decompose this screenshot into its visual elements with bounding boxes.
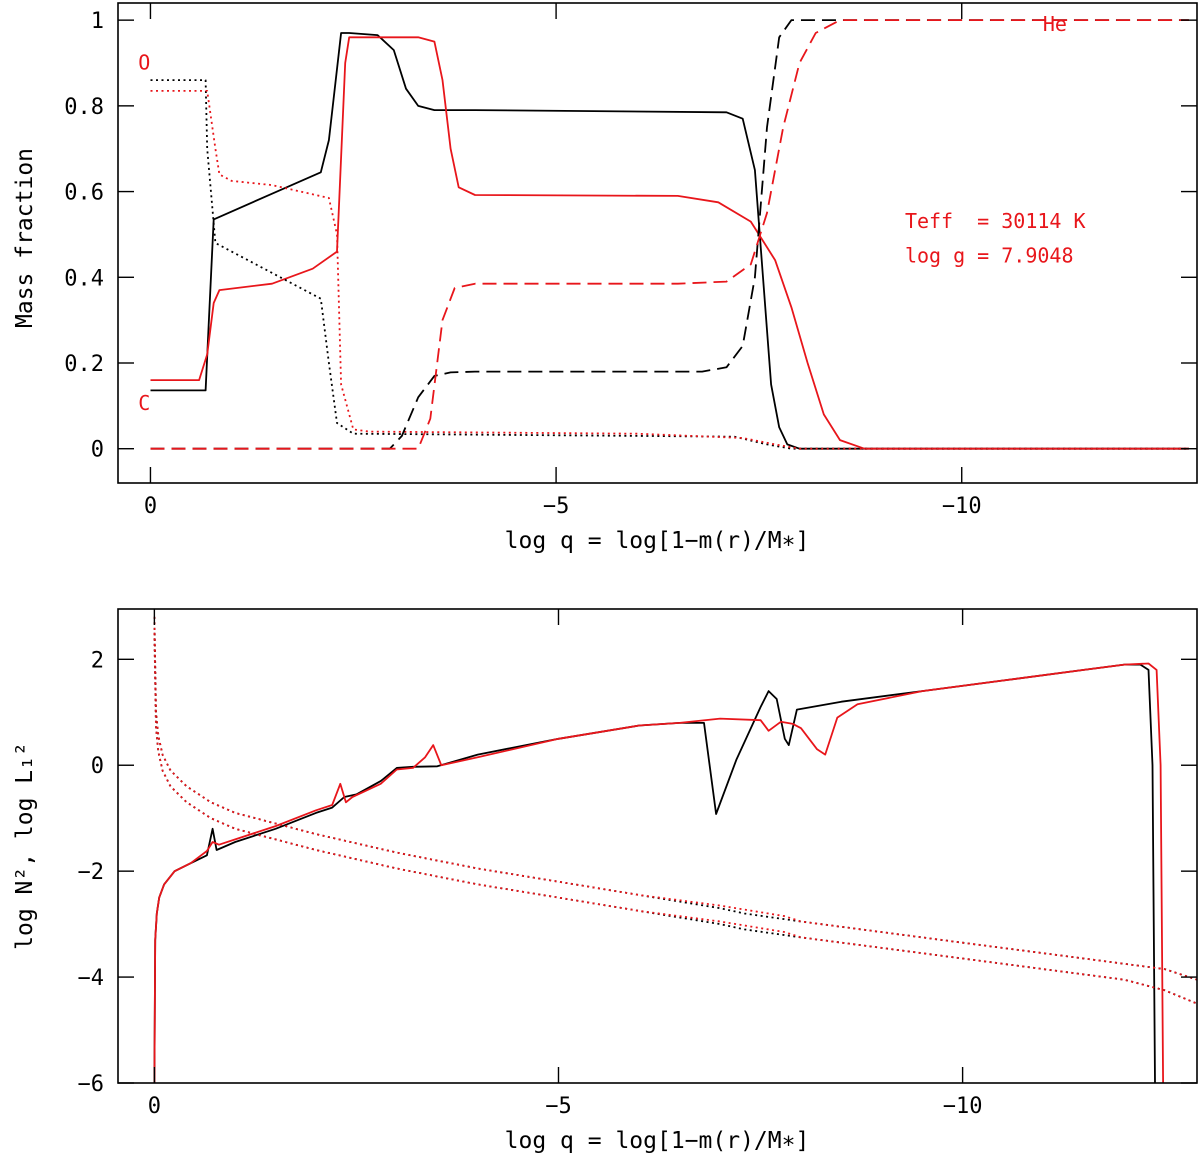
y-tick-label-top-4: 0.8 (64, 95, 104, 120)
y-tick-label-bottom-1: 0 (91, 754, 104, 779)
bottom-x-axis-label: log q = log[1−m(r)/M∗] (505, 1128, 810, 1154)
y-tick-label-bottom-3: −4 (78, 966, 105, 991)
y-tick-label-top-2: 0.4 (64, 266, 104, 291)
top-plot-frame (117, 2, 1198, 484)
series-bottom-1 (153, 662, 1164, 1083)
x-tick-label-top-0: 0 (144, 494, 157, 519)
series-top-0 (150, 32, 1189, 450)
panel-top-mass-fraction: 0 −5 −10 0 0.2 0.4 0.6 0.8 1 O C He Teff = 30114 K l… (12, 2, 1198, 554)
bottom-y-axis-label: log N², log L₁² (12, 742, 38, 950)
panel-bottom-frequencies: 0 −5 −10 2 0 −2 −4 −6 log q = log[1−m(r)/M∗] lo… (12, 608, 1198, 1154)
series-bottom-4 (153, 632, 1197, 1005)
x-tick-label-bottom-2: −10 (943, 1094, 983, 1119)
y-tick-label-top-3: 0.6 (64, 181, 104, 206)
top-series-group (150, 19, 1189, 450)
series-bottom-0 (153, 663, 1156, 1083)
y-tick-label-top-5: 1 (91, 9, 104, 34)
y-tick-label-bottom-0: 2 (91, 648, 104, 673)
annotation-2: He (1043, 12, 1067, 36)
x-tick-label-top-1: −5 (543, 494, 570, 519)
bottom-ticks-group: 0 −5 −10 2 0 −2 −4 −6 (78, 609, 1197, 1119)
y-tick-label-bottom-2: −2 (78, 860, 105, 885)
top-ticks-group: 0 −5 −10 0 0.2 0.4 0.6 0.8 1 (64, 3, 1197, 519)
series-bottom-3 (153, 616, 1197, 981)
series-bottom-2 (153, 616, 1197, 981)
series-top-3 (150, 90, 1189, 450)
series-top-1 (150, 36, 1189, 450)
y-tick-label-top-0: 0 (91, 438, 104, 463)
annotation-1: C (138, 391, 150, 415)
y-tick-label-top-1: 0.2 (64, 352, 104, 377)
annotation-4: log g = 7.9048 (905, 243, 1074, 267)
x-tick-label-top-2: −10 (942, 494, 982, 519)
series-bottom-5 (153, 632, 1197, 1005)
series-top-5 (150, 19, 1189, 450)
x-tick-label-bottom-1: −5 (545, 1094, 572, 1119)
top-y-axis-label: Mass fraction (12, 148, 38, 328)
annotation-0: O (138, 50, 150, 74)
x-tick-label-bottom-0: 0 (148, 1094, 161, 1119)
y-tick-label-bottom-4: −6 (78, 1072, 105, 1097)
bottom-plot-frame (117, 608, 1198, 1084)
bottom-series-group (153, 616, 1197, 1083)
series-top-2 (150, 79, 1189, 450)
top-x-axis-label: log q = log[1−m(r)/M∗] (505, 528, 810, 554)
top-annotations-group: O C He Teff = 30114 K log g = 7.9048 (138, 12, 1085, 415)
annotation-3: Teff = 30114 K (905, 209, 1086, 233)
series-top-4 (150, 19, 1189, 450)
